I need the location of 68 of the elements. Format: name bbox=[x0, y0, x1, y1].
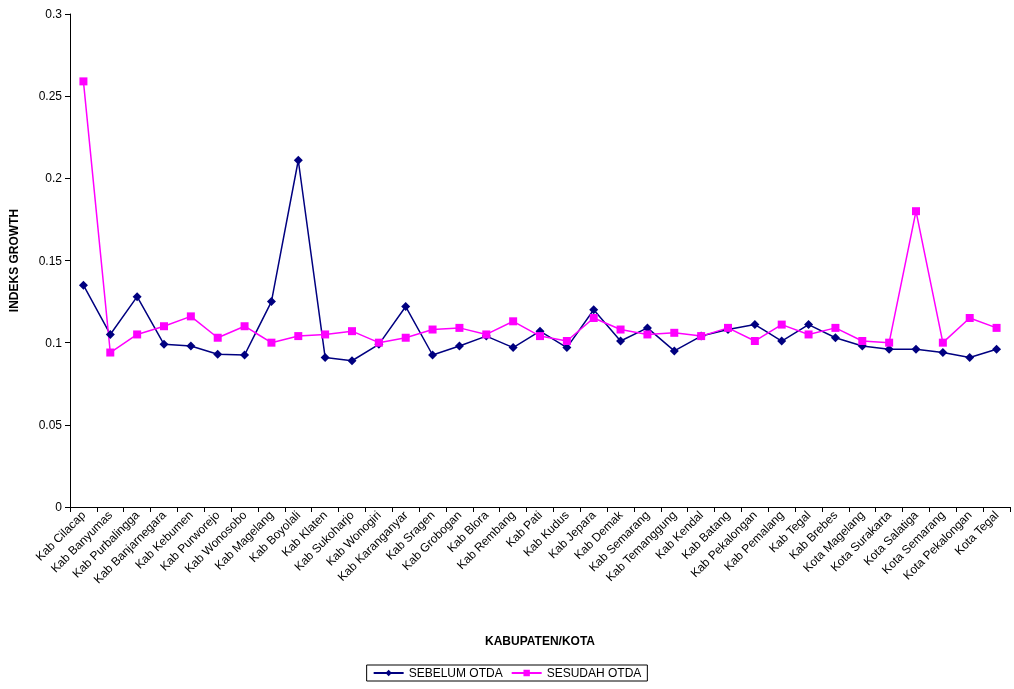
point bbox=[616, 336, 626, 346]
point bbox=[992, 344, 1002, 354]
point bbox=[428, 325, 437, 334]
point bbox=[105, 329, 115, 339]
point bbox=[159, 339, 169, 349]
point bbox=[320, 352, 330, 362]
point bbox=[643, 330, 652, 339]
point bbox=[213, 333, 222, 342]
point bbox=[965, 352, 975, 362]
y-tick-label: 0.25 bbox=[38, 89, 63, 104]
point bbox=[186, 312, 195, 321]
point bbox=[777, 320, 786, 329]
point bbox=[321, 330, 330, 339]
point bbox=[885, 338, 894, 347]
point bbox=[616, 325, 625, 334]
point bbox=[293, 155, 303, 165]
point bbox=[965, 314, 974, 323]
y-tick-label: 0.2 bbox=[45, 171, 63, 186]
point bbox=[106, 348, 115, 357]
point bbox=[804, 320, 814, 330]
y-tick-label: 0.1 bbox=[45, 335, 63, 350]
point bbox=[831, 323, 840, 332]
point bbox=[266, 297, 276, 307]
point bbox=[267, 338, 276, 347]
legend-label: SEBELUM OTDA bbox=[408, 666, 503, 680]
point bbox=[804, 330, 813, 339]
point bbox=[78, 280, 88, 290]
point bbox=[294, 332, 303, 341]
point bbox=[858, 337, 867, 346]
y-tick-label: 0.15 bbox=[38, 253, 63, 268]
point bbox=[670, 328, 679, 337]
point bbox=[401, 333, 410, 342]
point bbox=[669, 346, 679, 356]
point bbox=[240, 322, 249, 331]
point bbox=[750, 320, 760, 330]
point bbox=[589, 314, 598, 323]
point bbox=[455, 323, 464, 332]
point bbox=[509, 317, 518, 326]
legend-label: SESUDAH OTDA bbox=[546, 666, 642, 680]
y-axis-title: INDEKS GROWTH bbox=[7, 208, 21, 313]
point bbox=[777, 336, 787, 346]
point bbox=[911, 344, 921, 354]
point bbox=[536, 332, 544, 341]
point bbox=[938, 338, 947, 347]
point bbox=[133, 330, 142, 339]
point bbox=[589, 305, 599, 315]
y-tick-label: 0 bbox=[55, 500, 63, 514]
point bbox=[240, 350, 250, 360]
point bbox=[186, 341, 196, 351]
point bbox=[428, 350, 438, 360]
point bbox=[912, 207, 920, 216]
point bbox=[562, 337, 571, 346]
y-tick-label: 0.3 bbox=[45, 7, 63, 21]
point bbox=[401, 302, 411, 312]
point bbox=[992, 323, 1001, 332]
point bbox=[160, 322, 168, 331]
y-tick-label: 0.05 bbox=[38, 417, 63, 432]
point bbox=[938, 348, 948, 358]
x-axis-title: KABUPATEN/KOTA bbox=[485, 634, 596, 648]
point bbox=[348, 327, 356, 336]
point bbox=[132, 292, 142, 302]
point bbox=[213, 349, 223, 359]
point bbox=[454, 341, 464, 351]
point bbox=[830, 333, 840, 343]
point bbox=[750, 337, 759, 346]
point bbox=[508, 343, 518, 353]
point bbox=[79, 77, 88, 86]
point bbox=[347, 356, 357, 366]
